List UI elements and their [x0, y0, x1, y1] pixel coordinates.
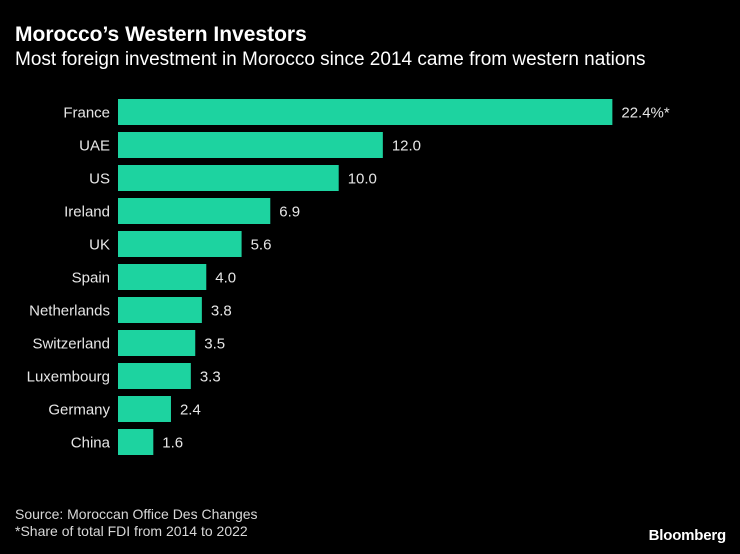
bar	[118, 297, 202, 323]
value-label: 4.0	[215, 270, 236, 287]
footer: Source: Moroccan Office Des Changes *Sha…	[15, 506, 258, 540]
bar	[118, 396, 171, 422]
bar	[118, 231, 242, 257]
bar	[118, 132, 383, 158]
bloomberg-logo: Bloomberg	[648, 527, 727, 544]
value-label: 1.6	[162, 435, 183, 452]
value-label: 3.3	[200, 369, 221, 386]
value-label: 3.8	[211, 303, 232, 320]
value-label: 6.9	[279, 204, 300, 221]
chart-title: Morocco’s Western Investors	[15, 23, 307, 46]
value-label: 12.0	[392, 138, 421, 155]
category-label: Spain	[72, 270, 110, 287]
category-label: Luxembourg	[27, 369, 110, 386]
category-label: Germany	[48, 402, 110, 419]
value-label: 22.4%*	[621, 105, 670, 122]
value-label: 2.4	[180, 402, 201, 419]
category-label: Switzerland	[32, 336, 110, 353]
bar	[118, 198, 271, 224]
category-label: UAE	[79, 138, 110, 155]
source-note: Source: Moroccan Office Des Changes	[15, 506, 258, 522]
bar	[118, 429, 154, 455]
value-label: 5.6	[251, 237, 272, 254]
category-label: Ireland	[64, 204, 110, 221]
bar	[118, 99, 613, 125]
value-label: 3.5	[204, 336, 225, 353]
category-label: US	[89, 171, 110, 188]
category-label: Netherlands	[29, 303, 110, 320]
category-label: UK	[89, 237, 110, 254]
bar	[118, 330, 196, 356]
category-label: China	[71, 435, 111, 452]
footnote: *Share of total FDI from 2014 to 2022	[15, 523, 248, 539]
bar	[118, 264, 207, 290]
value-label: 10.0	[348, 171, 377, 188]
category-label: France	[63, 105, 110, 122]
bar	[118, 363, 191, 389]
chart-subtitle: Most foreign investment in Morocco since…	[15, 49, 646, 70]
bar	[118, 165, 339, 191]
